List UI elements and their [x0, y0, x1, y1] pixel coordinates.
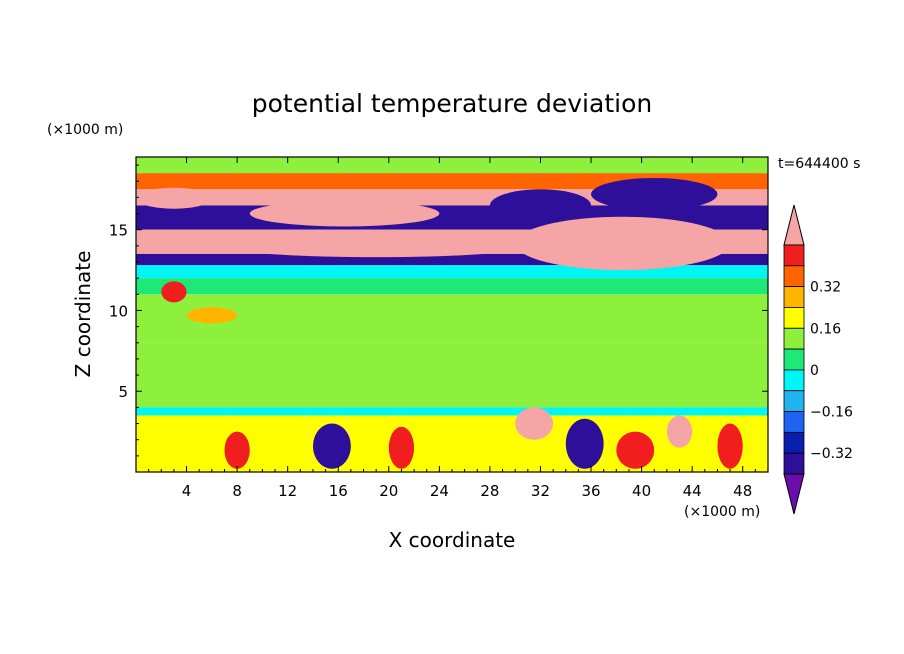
- x-tick-label: 4: [182, 482, 192, 500]
- colorbar-segment: [783, 431, 805, 454]
- y-tick-label: 5: [118, 383, 128, 401]
- y-axis-title: Z coordinate: [71, 251, 95, 378]
- contour-feature: [312, 423, 351, 469]
- colorbar-segment: [783, 411, 805, 433]
- colorbar-segment: [783, 327, 805, 350]
- contour-band: [136, 342, 768, 408]
- colorbar-top-arrow: [783, 204, 805, 246]
- x-tick-label: 16: [329, 482, 348, 500]
- contour-band: [136, 294, 768, 343]
- colorbar-segment: [783, 452, 805, 475]
- contour-band: [136, 253, 768, 266]
- contour-feature: [515, 216, 731, 271]
- colorbar-segment: [783, 265, 805, 288]
- contour-feature: [515, 407, 554, 440]
- contour-feature: [161, 281, 187, 303]
- contour-feature: [224, 431, 250, 469]
- y-tick-label: 10: [109, 302, 128, 320]
- y-tick-label: 15: [109, 222, 128, 240]
- contour-feature: [237, 239, 516, 258]
- contour-feature: [136, 187, 212, 209]
- x-tick-label: 44: [683, 482, 702, 500]
- contour-feature: [186, 307, 238, 324]
- contour-feature: [616, 431, 655, 469]
- colorbar-segment: [783, 286, 805, 308]
- colorbar-segment: [783, 307, 805, 329]
- x-tick-label: 40: [632, 482, 651, 500]
- colorbar-tick-label: −0.32: [810, 446, 853, 462]
- x-tick-label: 8: [232, 482, 242, 500]
- colorbar: 0.32 0.16 0 −0.16 −0.32: [783, 204, 853, 515]
- contour-band: [136, 278, 768, 295]
- contour-feature: [249, 200, 440, 227]
- x-tick-label: 32: [531, 482, 550, 500]
- colorbar-segment: [783, 348, 805, 371]
- contour-field: [136, 157, 768, 472]
- plot-area: [135, 156, 769, 473]
- colorbar-segment: [783, 244, 805, 267]
- colorbar-tick-label: 0: [810, 363, 819, 379]
- x-axis: 4 8 12 16 20 24 28 32 36 40 44 48: [148, 157, 769, 500]
- x-tick-label: 48: [733, 482, 752, 500]
- contour-feature: [388, 426, 415, 469]
- contour-band: [136, 407, 768, 416]
- contour-feature: [489, 189, 592, 222]
- colorbar-tick-label: −0.16: [810, 405, 853, 421]
- colorbar-tick-label: 0.16: [810, 321, 841, 337]
- x-tick-label: 24: [430, 482, 449, 500]
- x-axis-title: X coordinate: [389, 528, 516, 552]
- x-tick-label: 36: [581, 482, 600, 500]
- y-unit-label: (×1000 m): [47, 122, 123, 138]
- contour-feature: [565, 418, 604, 469]
- colorbar-segment: [783, 369, 805, 392]
- time-label: t=644400 s: [778, 156, 860, 172]
- y-axis: 5 10 15: [109, 164, 768, 457]
- colorbar-segment: [783, 390, 805, 412]
- contour-band: [136, 265, 768, 279]
- contour-feature: [717, 423, 743, 469]
- colorbar-tick-label: 0.32: [810, 280, 841, 296]
- x-tick-label: 20: [379, 482, 398, 500]
- x-unit-label: (×1000 m): [684, 504, 760, 520]
- contour-feature: [591, 178, 718, 211]
- x-tick-label: 28: [480, 482, 499, 500]
- contour-feature: [666, 415, 693, 448]
- x-tick-label: 12: [278, 482, 297, 500]
- chart-title: potential temperature deviation: [252, 89, 652, 118]
- colorbar-bottom-arrow: [783, 473, 805, 515]
- contour-band: [136, 157, 768, 174]
